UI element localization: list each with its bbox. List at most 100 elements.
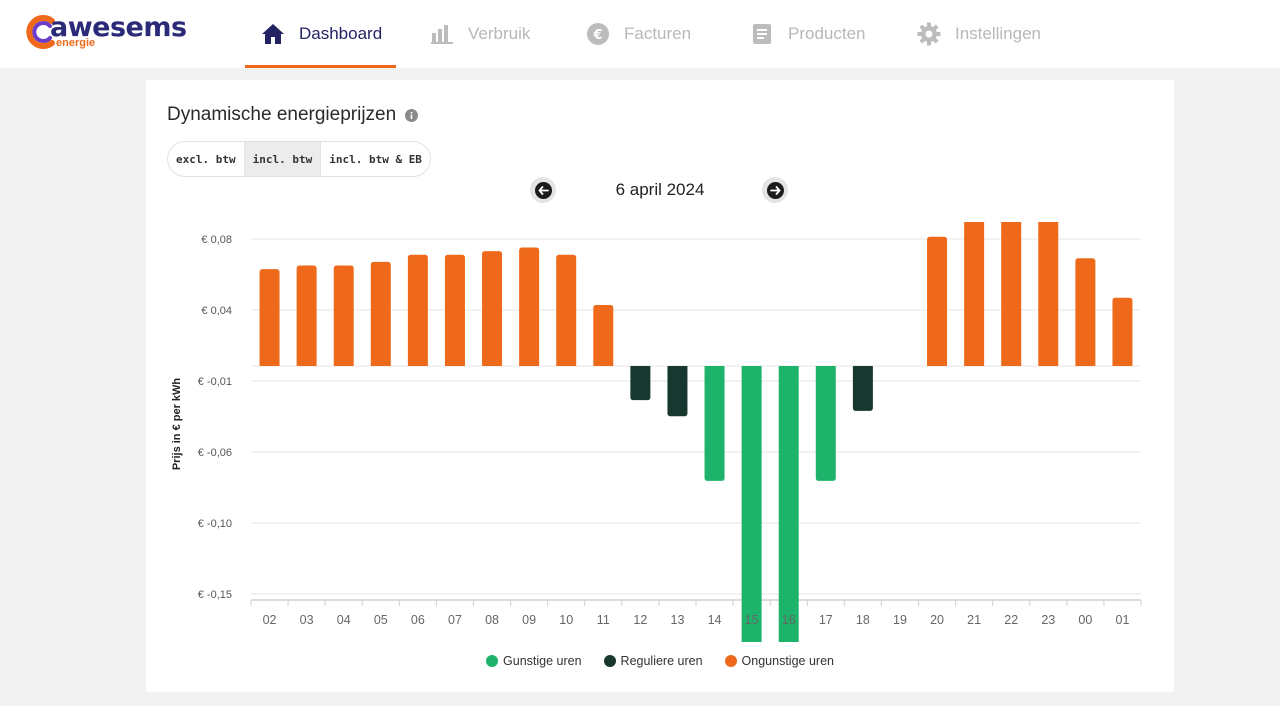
- price-bar: [556, 254, 577, 366]
- x-tick-label: 18: [856, 613, 870, 627]
- toggle-excl-btw[interactable]: excl. btw: [168, 142, 245, 176]
- nav-item-facturen[interactable]: € Facturen: [586, 0, 691, 68]
- x-tick-label: 20: [930, 613, 944, 627]
- brand-sub: energie: [56, 37, 96, 49]
- price-bar: [1001, 222, 1022, 366]
- nav-label-verbruik: Verbruik: [468, 24, 531, 43]
- y-tick-label: € -0,10: [198, 518, 232, 530]
- legend-item-gunstig[interactable]: Gunstige uren: [486, 654, 582, 668]
- x-tick-label: 07: [448, 613, 462, 627]
- date-navigator: 6 april 2024: [530, 176, 790, 204]
- nav-item-verbruik[interactable]: Verbruik: [430, 0, 530, 68]
- x-tick-label: 17: [819, 613, 833, 627]
- previous-day-button[interactable]: [530, 177, 556, 203]
- price-bar: [593, 304, 614, 366]
- price-bar: [1112, 297, 1133, 366]
- legend-label-regulier: Reguliere uren: [620, 654, 703, 668]
- active-tab-indicator: [245, 65, 396, 68]
- chart-legend: Gunstige uren Reguliere uren Ongunstige …: [146, 654, 1174, 668]
- bar-chart-icon: [430, 22, 454, 46]
- x-tick-label: 15: [745, 613, 759, 627]
- nav-label-producten: Producten: [788, 24, 866, 43]
- info-icon[interactable]: [405, 108, 419, 122]
- arrow-left-icon: [534, 181, 552, 199]
- price-bar: [333, 265, 354, 366]
- y-tick-label: € 0,08: [201, 234, 232, 246]
- price-bar: [519, 247, 540, 366]
- brand-logo[interactable]: awesems energie: [26, 12, 206, 52]
- price-bar: [815, 366, 836, 481]
- legend-dot-regulier: [603, 655, 616, 667]
- price-bar: [964, 222, 985, 366]
- energy-prices-panel: Dynamische energieprijzen excl. btw incl…: [146, 80, 1174, 692]
- current-date: 6 april 2024: [615, 180, 705, 199]
- nav-item-instellingen[interactable]: Instellingen: [917, 0, 1041, 68]
- price-bar: [296, 265, 317, 366]
- gear-icon: [917, 22, 941, 46]
- panel-title: Dynamische energieprijzen: [167, 104, 419, 126]
- y-tick-label: € -0,15: [198, 589, 232, 601]
- nav-label-dashboard: Dashboard: [299, 24, 383, 43]
- x-tick-label: 10: [559, 613, 573, 627]
- legend-label-ongunstig: Ongunstige uren: [741, 654, 834, 668]
- legend-item-ongunstig[interactable]: Ongunstige uren: [724, 654, 834, 668]
- price-bar-chart: € 0,08 € 0,04 € -0,01 € -0,06 € -0,10 € -0,15…: [171, 222, 1142, 642]
- x-tick-label: 12: [633, 613, 647, 627]
- x-tick-label: 09: [522, 613, 536, 627]
- home-icon: [261, 22, 285, 46]
- brand-name: awesems: [50, 12, 187, 43]
- price-bar: [482, 251, 503, 366]
- price-bar: [1038, 222, 1059, 366]
- x-tick-label: 08: [485, 613, 499, 627]
- price-bar: [1075, 258, 1096, 366]
- y-axis-title: Prijs in € per kWh: [171, 378, 183, 471]
- x-tick-label: 06: [411, 613, 425, 627]
- price-bar: [778, 366, 799, 642]
- x-tick-label: 02: [263, 613, 277, 627]
- y-tick-label: € -0,06: [198, 447, 232, 459]
- price-bar: [630, 366, 651, 401]
- price-bar: [370, 261, 391, 366]
- y-tick-label: € 0,04: [201, 305, 232, 317]
- nav-label-instellingen: Instellingen: [955, 24, 1042, 43]
- x-tick-label: 04: [337, 613, 351, 627]
- x-tick-label: 01: [1116, 613, 1130, 627]
- price-bar: [927, 236, 948, 366]
- toggle-incl-btw-eb[interactable]: incl. btw & EB: [329, 152, 422, 166]
- x-tick-label: 23: [1041, 613, 1055, 627]
- next-day-button[interactable]: [762, 177, 788, 203]
- legend-item-regulier[interactable]: Reguliere uren: [603, 654, 703, 668]
- x-tick-label: 11: [597, 613, 610, 627]
- tax-toggle: excl. btw incl. btw incl. btw & EB: [167, 141, 431, 177]
- x-tick-label: 14: [708, 613, 722, 627]
- document-icon: [750, 22, 774, 46]
- x-tick-label: 22: [1004, 613, 1018, 627]
- logo-mark-icon: [26, 15, 55, 49]
- x-tick-label: 21: [967, 613, 981, 627]
- panel-title-text: Dynamische energieprijzen: [167, 104, 397, 125]
- x-tick-label: 19: [893, 613, 907, 627]
- legend-label-gunstig: Gunstige uren: [503, 654, 582, 668]
- legend-dot-ongunstig: [724, 655, 737, 667]
- nav-item-producten[interactable]: Producten: [750, 0, 866, 68]
- y-tick-label: € -0,01: [198, 376, 232, 388]
- top-navigation-bar: awesems energie Dashboard Verbruik € Fac…: [0, 0, 1280, 68]
- price-bar: [741, 366, 762, 642]
- price-bar: [852, 366, 873, 411]
- x-tick-label: 03: [300, 613, 314, 627]
- euro-icon: €: [586, 22, 610, 46]
- legend-dot-gunstig: [486, 655, 499, 667]
- arrow-right-icon: [766, 181, 784, 199]
- toggle-incl-btw[interactable]: incl. btw: [244, 142, 322, 176]
- x-tick-label: 05: [374, 613, 388, 627]
- nav-label-facturen: Facturen: [624, 24, 692, 43]
- price-bar: [259, 269, 280, 366]
- nav-item-dashboard[interactable]: Dashboard: [261, 0, 382, 68]
- x-tick-label: 00: [1078, 613, 1092, 627]
- x-tick-label: 13: [671, 613, 685, 627]
- price-bar: [667, 366, 688, 417]
- svg-text:€: €: [592, 28, 602, 43]
- price-bar: [444, 254, 465, 366]
- price-bar: [407, 254, 428, 366]
- price-bar: [704, 366, 725, 481]
